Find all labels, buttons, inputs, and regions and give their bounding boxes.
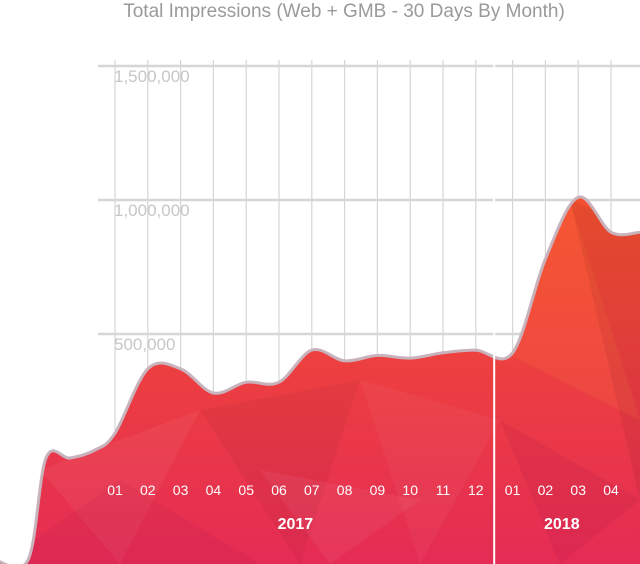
year-label: 2017 xyxy=(278,516,314,533)
series-area xyxy=(0,197,640,564)
year-labels: 2017 2018 xyxy=(278,516,580,533)
x-tick-label: 03 xyxy=(173,482,189,498)
x-tick-label: 01 xyxy=(505,482,521,498)
area-facet xyxy=(570,200,640,500)
area-facet xyxy=(40,410,200,564)
x-tick-label: 02 xyxy=(140,482,156,498)
series-line xyxy=(0,195,640,564)
x-tick-label: 04 xyxy=(603,482,619,498)
x-tick-label: 07 xyxy=(304,482,320,498)
x-tick-label: 10 xyxy=(402,482,418,498)
area-layer xyxy=(0,60,640,564)
x-tick-label: 12 xyxy=(468,482,484,498)
y-tick-label: 1,000,000 xyxy=(114,201,190,220)
area-facet xyxy=(500,420,640,564)
x-tick-label: 06 xyxy=(271,482,287,498)
area-facet xyxy=(360,380,500,564)
y-tick-labels: 500,000 1,000,000 1,500,000 xyxy=(114,67,190,354)
area-facets xyxy=(0,200,640,564)
x-tick-label: 04 xyxy=(206,482,222,498)
x-tick-label: 05 xyxy=(238,482,254,498)
chart-title: Total Impressions (Web + GMB - 30 Days B… xyxy=(123,1,565,22)
y-tick-label: 1,500,000 xyxy=(114,67,190,86)
x-tick-label: 03 xyxy=(570,482,586,498)
x-tick-label: 08 xyxy=(337,482,353,498)
x-tick-label: 01 xyxy=(107,482,123,498)
area-facet xyxy=(0,480,260,564)
year-label: 2018 xyxy=(544,516,580,533)
area-facet xyxy=(500,200,640,420)
x-tick-label: 09 xyxy=(370,482,386,498)
area-facet xyxy=(200,380,360,564)
area-facet xyxy=(260,470,420,564)
x-tick-label: 02 xyxy=(538,482,554,498)
x-tick-label: 11 xyxy=(436,482,451,498)
x-tick-labels: 01 02 03 04 05 06 07 08 09 10 11 12 01 02 03 04 xyxy=(107,482,619,498)
y-tick-label: 500,000 xyxy=(114,335,175,354)
